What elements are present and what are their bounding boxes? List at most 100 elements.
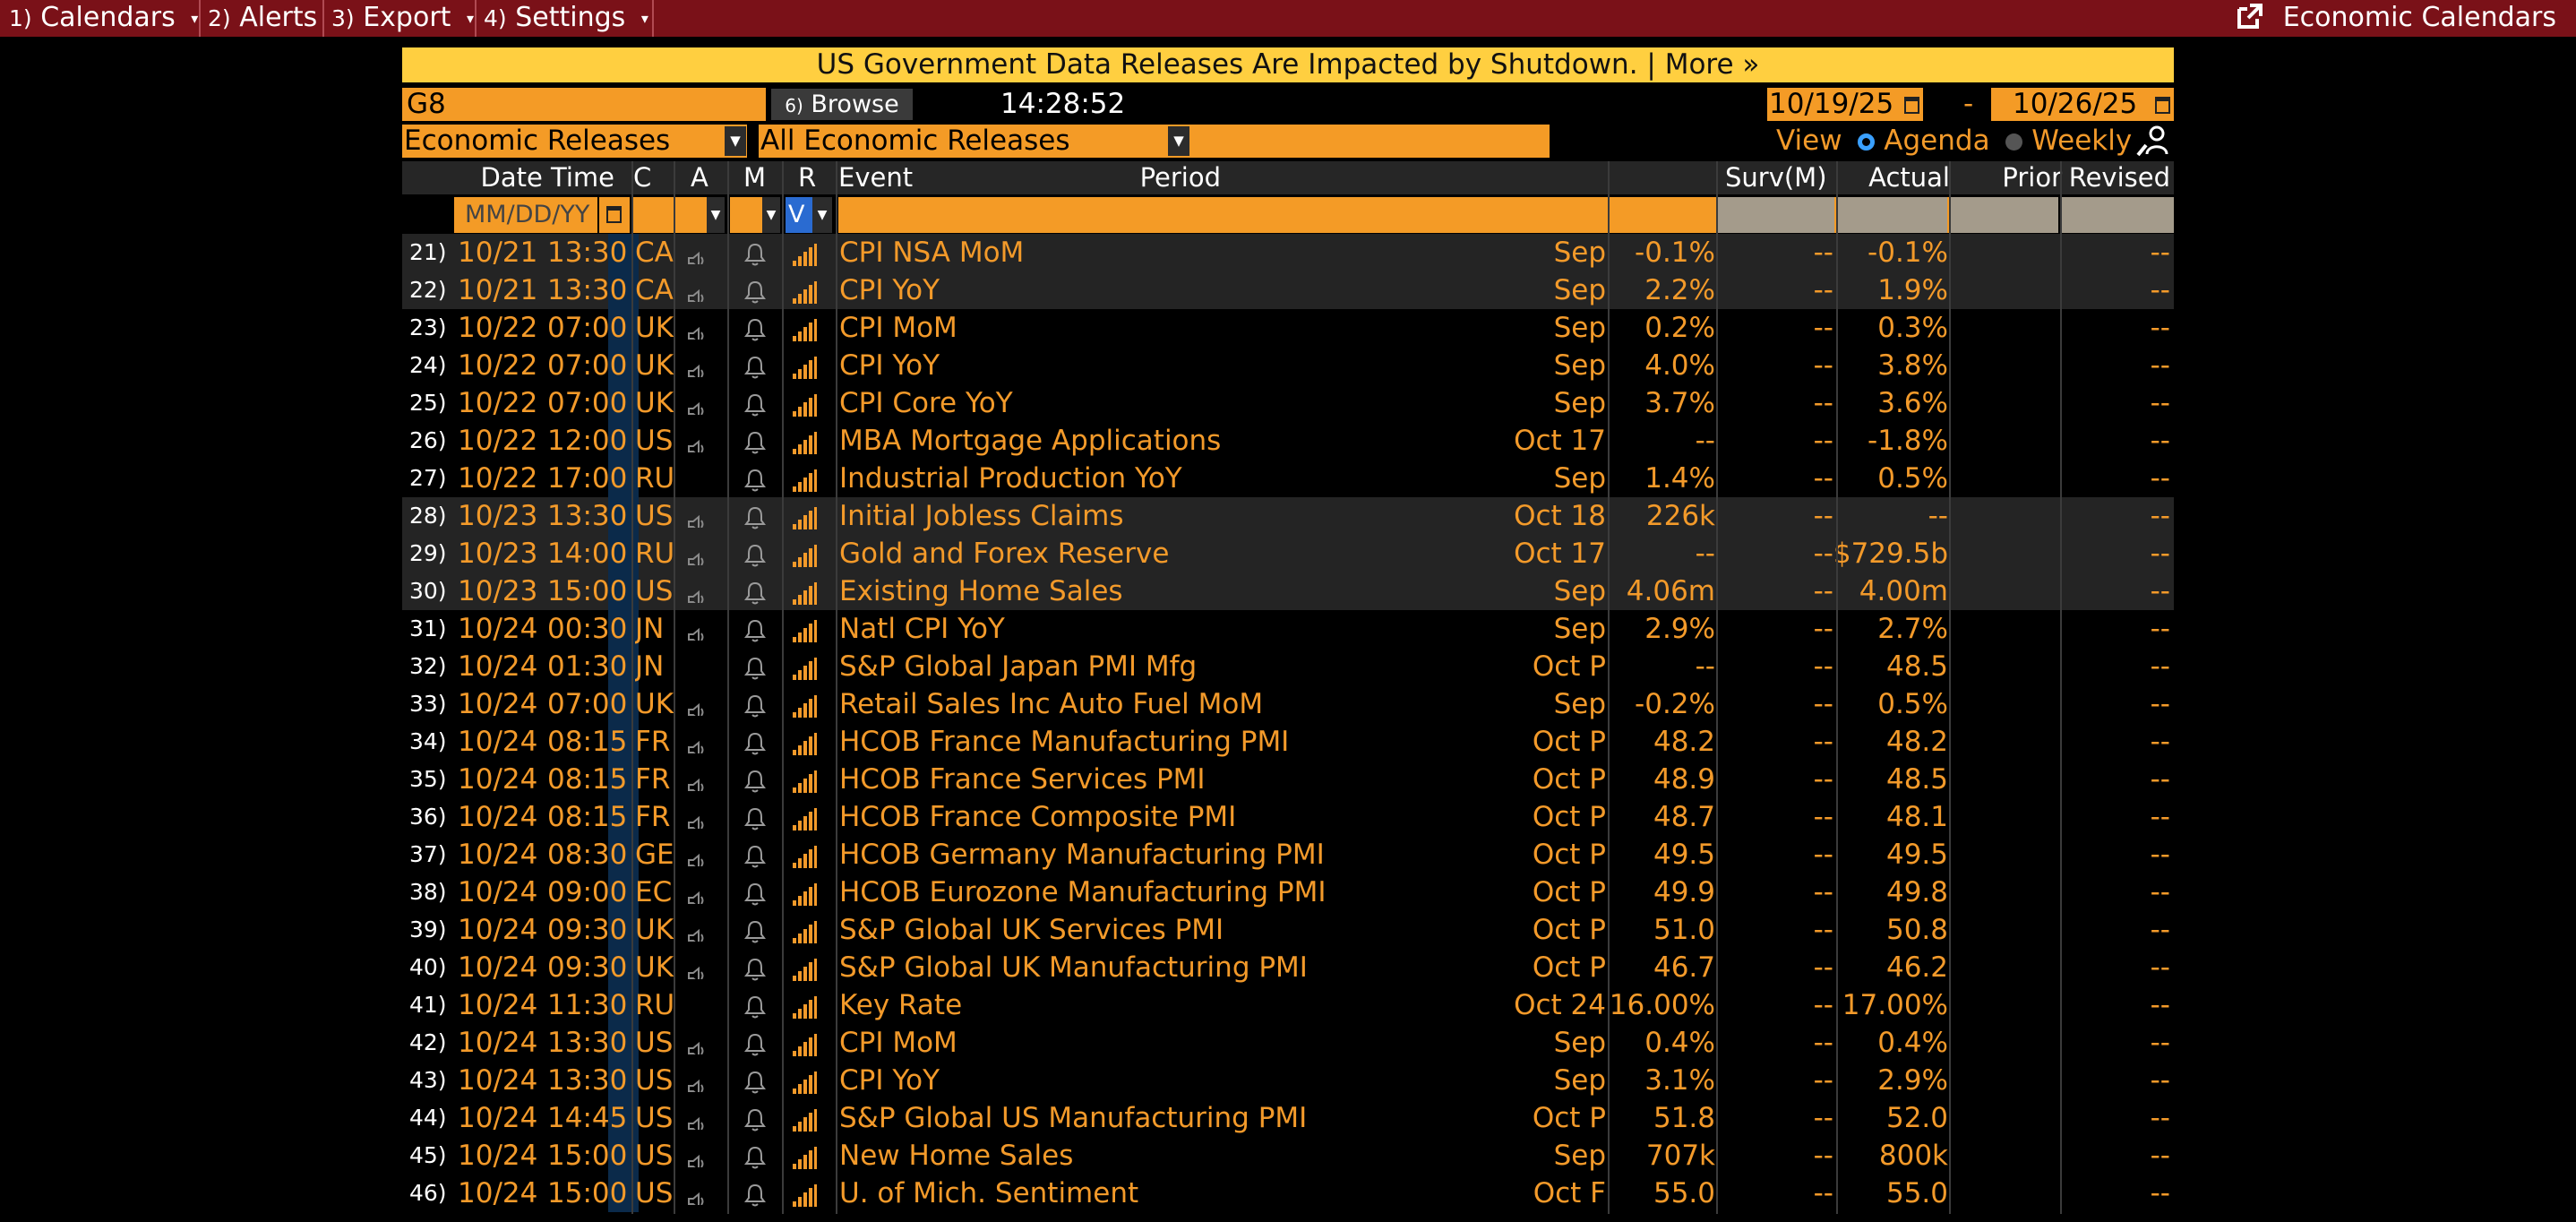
- shutdown-banner[interactable]: US Government Data Releases Are Impacted…: [402, 47, 2174, 82]
- bell-icon[interactable]: [743, 615, 767, 642]
- header-datetime[interactable]: Date Time: [480, 162, 614, 193]
- header-revised[interactable]: Revised: [2068, 162, 2170, 193]
- agenda-label[interactable]: Agenda: [1884, 125, 1990, 157]
- audio-filter[interactable]: [675, 197, 711, 233]
- event-name[interactable]: CPI MoM: [839, 1027, 957, 1059]
- release-type-select[interactable]: Economic Releases: [402, 125, 747, 158]
- bell-icon[interactable]: [743, 1067, 767, 1094]
- bell-icon[interactable]: [743, 578, 767, 605]
- event-name[interactable]: Industrial Production YoY: [839, 462, 1182, 495]
- table-row[interactable]: 38) 10/24 09:00 EC HCOB Eurozone Manufacturi…: [402, 873, 2174, 911]
- table-row[interactable]: 36) 10/24 08:15 FR HCOB France Composite PMI…: [402, 798, 2174, 836]
- header-relevance[interactable]: R: [798, 162, 817, 193]
- date-from-input[interactable]: 10/19/25: [1767, 88, 1923, 121]
- economic-calendars-link[interactable]: Economic Calendars: [2237, 0, 2556, 37]
- speaker-icon[interactable]: [687, 280, 708, 302]
- table-row[interactable]: 40) 10/24 09:30 UK S&P Global UK Manufacturi…: [402, 949, 2174, 986]
- event-name[interactable]: MBA Mortgage Applications: [839, 425, 1222, 457]
- event-name[interactable]: HCOB France Services PMI: [839, 763, 1206, 796]
- bell-icon[interactable]: [743, 1105, 767, 1132]
- event-name[interactable]: U. of Mich. Sentiment: [839, 1177, 1139, 1209]
- event-name[interactable]: S&P Global Japan PMI Mfg: [839, 650, 1198, 683]
- header-period[interactable]: Period: [1139, 162, 1221, 193]
- speaker-icon[interactable]: [687, 431, 708, 452]
- table-row[interactable]: 28) 10/23 13:30 US Initial Jobless Claims Oct…: [402, 497, 2174, 535]
- event-name[interactable]: S&P Global US Manufacturing PMI: [839, 1102, 1308, 1134]
- speaker-icon[interactable]: [687, 958, 708, 979]
- event-name[interactable]: CPI YoY: [839, 274, 940, 306]
- table-row[interactable]: 39) 10/24 09:30 UK S&P Global UK Services PM…: [402, 911, 2174, 949]
- table-row[interactable]: 35) 10/24 08:15 FR HCOB France Services PMI O…: [402, 761, 2174, 798]
- relevance-filter[interactable]: V: [786, 197, 812, 233]
- speaker-icon[interactable]: [687, 544, 708, 565]
- event-name[interactable]: S&P Global UK Services PMI: [839, 914, 1224, 946]
- calendar-icon[interactable]: [2155, 97, 2170, 114]
- header-monitor[interactable]: M: [743, 162, 767, 193]
- bell-icon[interactable]: [743, 239, 767, 266]
- event-name[interactable]: Natl CPI YoY: [839, 613, 1005, 645]
- calendar-icon[interactable]: [1904, 97, 1919, 114]
- bell-icon[interactable]: [743, 503, 767, 529]
- actual-filter[interactable]: [1838, 197, 1947, 233]
- monitor-filter[interactable]: [730, 197, 762, 233]
- table-row[interactable]: 24) 10/22 07:00 UK CPI YoY Sep 4.0% -- 3.8% --: [402, 347, 2174, 384]
- header-actual[interactable]: Actual: [1868, 162, 1950, 193]
- monitor-filter-dropdown[interactable]: ▼: [762, 197, 780, 233]
- event-name[interactable]: HCOB Germany Manufacturing PMI: [839, 839, 1325, 871]
- bell-icon[interactable]: [743, 540, 767, 567]
- audio-filter-dropdown[interactable]: ▼: [707, 197, 725, 233]
- speaker-icon[interactable]: [687, 770, 708, 791]
- weekly-radio[interactable]: [2005, 133, 2023, 151]
- speaker-icon[interactable]: [687, 318, 708, 340]
- speaker-icon[interactable]: [687, 1108, 708, 1130]
- menu-export[interactable]: 3) Export ▾: [331, 0, 474, 37]
- speaker-icon[interactable]: [687, 1183, 708, 1205]
- bell-icon[interactable]: [743, 352, 767, 379]
- bell-icon[interactable]: [743, 1180, 767, 1207]
- table-row[interactable]: 41) 10/24 11:30 RU Key Rate Oct 24 16.00% -- 17.…: [402, 986, 2174, 1024]
- date-to-input[interactable]: 10/26/25: [1991, 88, 2174, 121]
- table-row[interactable]: 33) 10/24 07:00 UK Retail Sales Inc Auto Fue…: [402, 685, 2174, 723]
- table-row[interactable]: 29) 10/23 14:00 RU Gold and Forex Reserve Oct…: [402, 535, 2174, 572]
- table-row[interactable]: 26) 10/22 12:00 US MBA Mortgage Applications…: [402, 422, 2174, 460]
- revised-filter[interactable]: [2062, 197, 2174, 233]
- table-row[interactable]: 21) 10/21 13:30 CA CPI NSA MoM Sep -0.1% -- -0.1…: [402, 234, 2174, 271]
- table-row[interactable]: 45) 10/24 15:00 US New Home Sales Sep 707k -- 80…: [402, 1137, 2174, 1175]
- menu-alerts[interactable]: 2) Alerts: [208, 0, 317, 37]
- bell-icon[interactable]: [743, 954, 767, 981]
- speaker-icon[interactable]: [687, 619, 708, 641]
- bell-icon[interactable]: [743, 879, 767, 906]
- event-name[interactable]: CPI Core YoY: [839, 387, 1013, 419]
- people-search-icon[interactable]: [2135, 125, 2169, 157]
- table-row[interactable]: 37) 10/24 08:30 GE HCOB Germany Manufacturin…: [402, 836, 2174, 873]
- speaker-icon[interactable]: [687, 845, 708, 866]
- table-row[interactable]: 23) 10/22 07:00 UK CPI MoM Sep 0.2% -- 0.3% --: [402, 309, 2174, 347]
- event-name[interactable]: HCOB France Manufacturing PMI: [839, 726, 1290, 758]
- event-name[interactable]: CPI YoY: [839, 349, 940, 382]
- speaker-icon[interactable]: [687, 1033, 708, 1054]
- header-survey[interactable]: Surv(M): [1725, 162, 1827, 193]
- event-name[interactable]: CPI NSA MoM: [839, 237, 1025, 269]
- table-row[interactable]: 46) 10/24 15:00 US U. of Mich. Sentiment Oct …: [402, 1175, 2174, 1212]
- speaker-icon[interactable]: [687, 732, 708, 753]
- browse-button[interactable]: 6) Browse: [771, 89, 913, 120]
- speaker-icon[interactable]: [687, 506, 708, 528]
- table-row[interactable]: 27) 10/22 17:00 RU Industrial Production YoY…: [402, 460, 2174, 497]
- header-prior[interactable]: Prior: [2002, 162, 2062, 193]
- event-name[interactable]: S&P Global UK Manufacturing PMI: [839, 951, 1308, 984]
- event-name[interactable]: Initial Jobless Claims: [839, 500, 1124, 532]
- event-name[interactable]: Key Rate: [839, 989, 963, 1021]
- speaker-icon[interactable]: [687, 807, 708, 829]
- bell-icon[interactable]: [743, 427, 767, 454]
- table-row[interactable]: 22) 10/21 13:30 CA CPI YoY Sep 2.2% -- 1.9% --: [402, 271, 2174, 309]
- speaker-icon[interactable]: [687, 694, 708, 716]
- speaker-icon[interactable]: [687, 1146, 708, 1167]
- chevron-down-icon[interactable]: ▼: [725, 126, 746, 156]
- date-filter-calendar[interactable]: [599, 197, 630, 233]
- bell-icon[interactable]: [743, 766, 767, 793]
- bell-icon[interactable]: [743, 1142, 767, 1169]
- speaker-icon[interactable]: [687, 581, 708, 603]
- bell-icon[interactable]: [743, 841, 767, 868]
- bell-icon[interactable]: [743, 992, 767, 1019]
- group-input[interactable]: G8: [402, 88, 766, 121]
